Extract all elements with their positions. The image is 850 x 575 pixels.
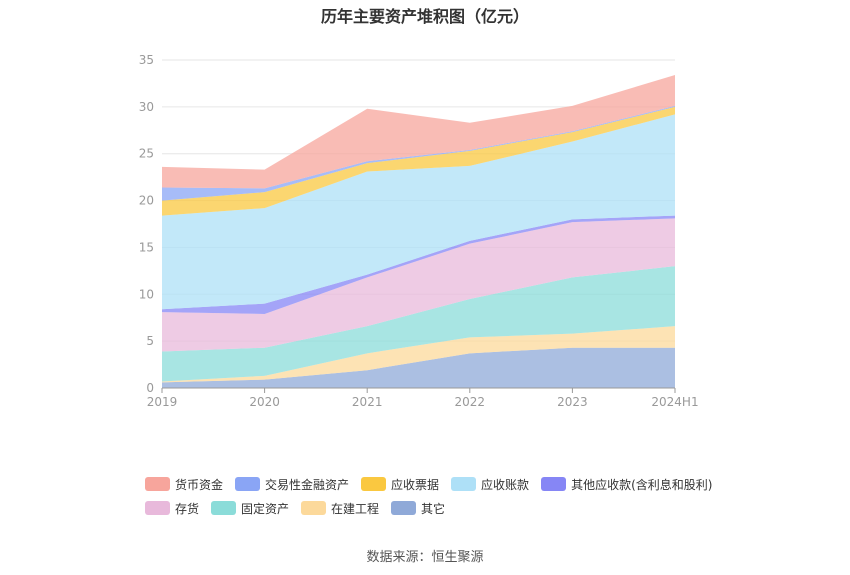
legend-swatch [301, 501, 327, 515]
x-tick-label: 2023 [557, 395, 588, 409]
legend-item[interactable]: 应收票据 [361, 476, 439, 493]
stacked-area-chart: 0 5 10 15 20 25 30 35 2019 2020 2021 2022 2023 2024H1 [139, 53, 699, 409]
legend-row: 存货 固定资产 在建工程 其它 [145, 496, 745, 520]
legend-label: 其他应收款(含利息和股利) [571, 477, 713, 492]
legend-swatch [541, 477, 567, 491]
area-series-0 [162, 347, 675, 388]
area-series-8 [162, 74, 675, 189]
area-series-3 [162, 218, 675, 352]
legend-item[interactable]: 在建工程 [301, 500, 379, 517]
y-tick-label: 25 [139, 147, 154, 161]
legend-swatch [361, 477, 387, 491]
legend-item[interactable]: 应收账款 [451, 476, 529, 493]
legend-swatch [211, 501, 237, 515]
legend-item[interactable]: 存货 [145, 500, 199, 517]
legend-swatch [235, 477, 261, 491]
y-tick-label: 5 [146, 334, 154, 348]
x-tick-label: 2022 [455, 395, 486, 409]
legend-item[interactable]: 货币资金 [145, 476, 223, 493]
y-tick-label: 20 [139, 194, 154, 208]
legend-item[interactable]: 其它 [391, 500, 445, 517]
area-series-2 [162, 266, 675, 382]
legend-swatch [451, 477, 477, 491]
y-tick-label: 0 [146, 381, 154, 395]
area-series-1 [162, 326, 675, 383]
legend-swatch [145, 477, 170, 491]
x-tick-label: 2020 [249, 395, 280, 409]
x-tick-label: 2019 [147, 395, 178, 409]
legend-label: 固定资产 [241, 501, 290, 516]
area-series-7 [162, 105, 675, 201]
legend-label: 存货 [175, 501, 200, 516]
area-series [162, 74, 675, 388]
x-tick-label: 2024H1 [651, 395, 698, 409]
y-tick-label: 10 [139, 287, 154, 301]
legend: 货币资金 交易性金融资产 应收票据 应收账款 其他应收款(含利息和股利) 存货 固定资产 在建… [145, 472, 745, 520]
legend-label: 应收票据 [391, 477, 440, 492]
legend-item[interactable]: 固定资产 [211, 500, 289, 517]
y-tick-label: 30 [139, 100, 154, 114]
legend-item[interactable]: 其他应收款(含利息和股利) [541, 476, 712, 493]
chart-title: 历年主要资产堆积图（亿元） [320, 7, 529, 26]
y-tick-label: 15 [139, 240, 154, 254]
data-source-note: 数据来源：恒生聚源 [366, 550, 484, 565]
legend-row: 货币资金 交易性金融资产 应收票据 应收账款 其他应收款(含利息和股利) [145, 472, 745, 496]
legend-label: 货币资金 [175, 477, 224, 492]
y-tick-label: 35 [139, 53, 154, 67]
legend-item[interactable]: 交易性金融资产 [235, 476, 349, 493]
legend-label: 应收账款 [481, 477, 530, 492]
x-tick-label: 2021 [352, 395, 383, 409]
legend-swatch [391, 501, 417, 515]
legend-label: 其它 [421, 501, 446, 516]
area-series-6 [162, 106, 675, 216]
legend-swatch [145, 501, 170, 515]
legend-label: 在建工程 [331, 501, 380, 516]
legend-label: 交易性金融资产 [265, 477, 350, 492]
area-series-5 [162, 114, 675, 310]
axes: 0 5 10 15 20 25 30 35 2019 2020 2021 2022 2023 2024H1 [139, 53, 699, 409]
